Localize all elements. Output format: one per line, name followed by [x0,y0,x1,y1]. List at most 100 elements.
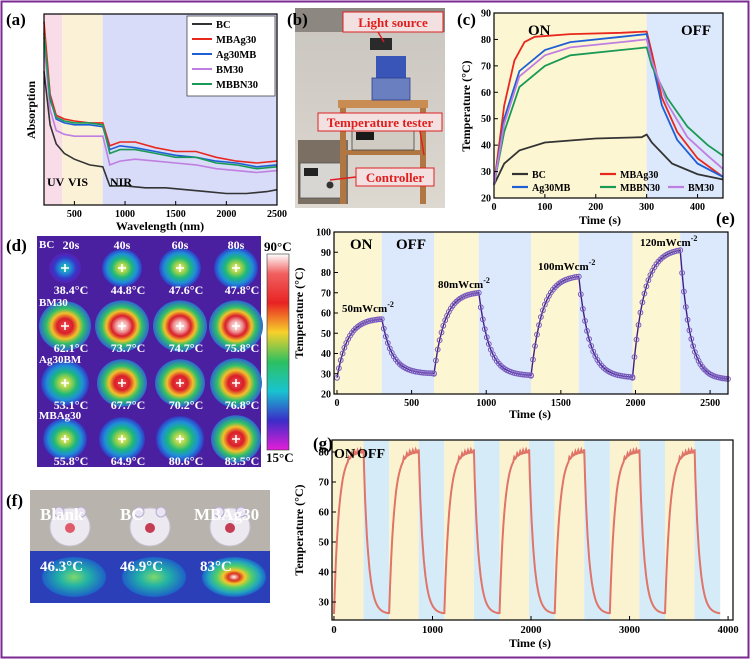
y-tick-label: 80 [321,268,331,279]
temperature-tester-arrow [419,130,425,156]
sample-ear [235,506,247,518]
crosshair-icon [118,435,126,443]
series-line-bc [43,71,278,195]
on-band [389,440,419,620]
legend-label-mbbn30: MBBN30 [216,80,258,91]
data-point [645,277,652,284]
legend-label-mbag30: MBAg30 [216,35,256,46]
panel-a-xlabel: Wavelength (nm) [116,219,204,233]
data-point [692,349,698,355]
x-tick-label: 200 [588,202,603,213]
panel-b-label: (b) [287,10,308,29]
panel-g-ylabel: Temperature (°C) [292,484,306,575]
data-point [415,369,421,375]
panel-e-series [334,247,731,382]
data-point [423,370,429,376]
data-point [536,322,542,329]
crosshair-icon [176,379,184,387]
thermal-temp-label: 53.1°C [54,398,88,412]
x-tick-label: 1500 [551,398,571,409]
thermal-temp-label: 64.9°C [111,454,145,468]
data-point [413,368,419,375]
panel-c: (c) 0 100 200 300 400 20 30 40 50 60 70 80 90 ON OFF… [457,9,724,227]
panel-e-on-off-bands [334,232,728,394]
x-tick-label: 2000 [625,398,645,409]
y-tick-label: 70 [321,288,331,299]
scale-max-label: 90°C [264,239,292,254]
panel-a-x-ticks: 500 1000 1500 2000 2500 [67,201,287,220]
x-tick-label: 0 [492,202,497,213]
y-tick-label: 80 [319,448,330,459]
crosshair-icon [118,264,126,272]
sample-temp-label: 46.3°C [40,559,83,575]
thermal-temp-label: 76.8°C [225,398,259,412]
x-tick-label: 1500 [166,209,186,220]
sample-ear [133,506,145,518]
power-exponent: -2 [387,300,394,309]
x-tick-label: 0 [331,625,336,636]
y-tick-label: 80 [481,35,491,46]
sample-ear [213,506,225,518]
data-point [637,309,644,316]
on-band [531,232,579,394]
x-tick-label: 2000 [521,625,542,636]
power-label: 50mWcm-2 [342,300,394,315]
sample-temp-label: 46.9°C [120,559,163,575]
x-tick-label: 1000 [422,625,443,636]
thermal-temp-label: 55.8°C [54,454,88,468]
data-point [474,290,480,296]
data-point [629,374,636,381]
data-point [639,299,646,306]
data-point [483,334,490,341]
panel-g-series [333,446,721,615]
panel-d: (d) 38.4°C 44.8°C 47.6°C 47.8°C BC 62.1°C 73.7… [6,236,294,468]
off-band [418,440,445,620]
light-source-text: Light source [358,15,428,30]
region-vis-label: VIS [68,175,88,189]
panel-c-off-label: OFF [681,23,711,39]
sample-photos: Blank BC MBAg30 [40,505,259,547]
controller-text: Controller [366,170,424,185]
data-point [434,346,441,353]
panel-a-label: (a) [6,10,26,29]
x-tick-label: 100 [537,202,552,213]
panel-a-ylabel: Absorption [24,81,38,139]
on-band [665,440,695,620]
panel-f: (f) Blank BC MBAg30 46.3°C 46.9°C 83°C [6,490,270,603]
thermal-row-label: MBAg30 [39,410,82,422]
temperature-tester-text: Temperature tester [327,115,434,130]
data-point [617,372,623,379]
series-line [333,446,721,615]
off-band [473,440,500,620]
panel-e-power-labels: 50mWcm-2 80mWcm-2 100mWcm-2 120mWcm-2 [342,234,697,315]
panel-g-on-label: ON [334,447,355,462]
data-point [421,369,427,376]
x-tick-label: 2500 [700,398,720,409]
panel-e-on-label: ON [350,237,373,253]
data-point [538,314,544,320]
panel-a-legend: BC MBAg30 Ag30MB BM30 MBBN30 [186,15,276,97]
power-exponent: -2 [589,258,596,267]
power-exponent: -2 [483,276,490,285]
y-tick-label: 20 [321,390,331,401]
panel-e-ylabel: Temperature (°C) [292,267,306,358]
table-leg-left [340,108,346,204]
data-point [477,304,484,311]
data-point [688,336,695,342]
data-point [542,301,548,308]
sample-center [225,523,235,533]
power-exponent: -2 [691,234,698,243]
panel-e-label: (e) [716,209,735,228]
data-point [532,343,538,349]
crosshair-icon [61,322,69,330]
data-point [384,340,391,346]
y-tick-label: 30 [319,598,330,609]
sample-thermal-images: 46.3°C 46.9°C 83°C [40,557,266,597]
y-tick-label: 50 [319,538,330,549]
light-source-lamp [370,38,392,50]
sample-temp-label: 83°C [200,559,232,575]
thermal-temp-label: 38.4°C [54,283,88,297]
panel-f-label: (f) [6,491,23,510]
table-top [338,100,428,108]
crosshair-icon [232,379,240,387]
